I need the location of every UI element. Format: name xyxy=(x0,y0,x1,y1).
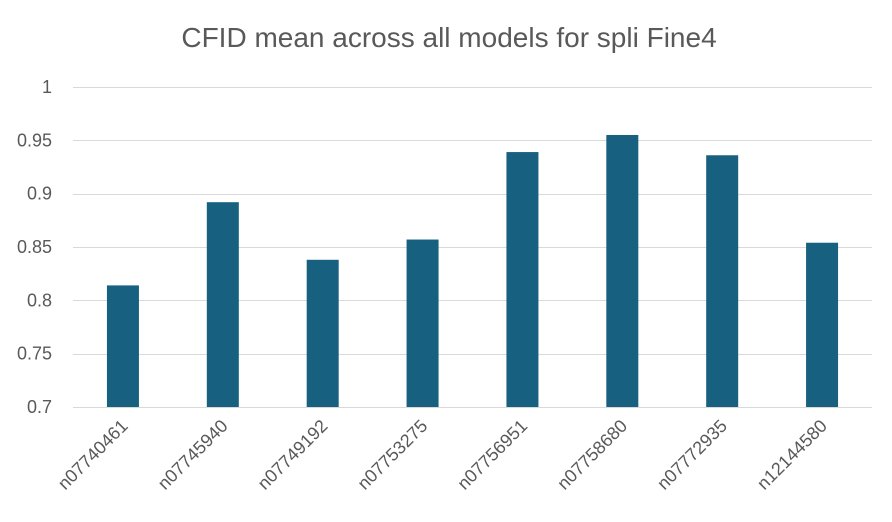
x-tick-label: n07753275 xyxy=(354,416,432,494)
x-tick-label: n07772935 xyxy=(653,416,731,494)
y-tick-label: 0.95 xyxy=(17,130,52,150)
y-tick-label: 0.7 xyxy=(27,397,52,417)
chart-title: CFID mean across all models for spli Fin… xyxy=(181,22,716,53)
bars xyxy=(106,135,839,407)
x-tick-label: n07758680 xyxy=(553,416,631,494)
x-tick-label: n07745940 xyxy=(154,416,232,494)
x-tick-label: n12144580 xyxy=(753,416,831,494)
y-tick-label: 0.75 xyxy=(17,344,52,364)
y-axis-tick-labels: 0.7 0.75 0.8 0.85 0.9 0.95 1 xyxy=(17,77,52,417)
y-tick-label: 1 xyxy=(42,77,52,97)
y-tick-label: 0.9 xyxy=(27,184,52,204)
gridlines xyxy=(73,87,872,408)
y-tick-label: 0.85 xyxy=(17,237,52,257)
x-axis-tick-labels: n07740461 n07745940 n07749192 n07753275 n077… xyxy=(54,416,831,494)
bar-n07772935 xyxy=(706,155,739,407)
bar-n07740461 xyxy=(106,285,139,407)
bar-n07756951 xyxy=(506,152,539,407)
x-tick-label: n07749192 xyxy=(254,416,332,494)
x-tick-label: n07756951 xyxy=(453,416,531,494)
bar-n07749192 xyxy=(306,259,339,407)
bar-n07745940 xyxy=(206,202,239,407)
x-tick-label: n07740461 xyxy=(54,416,132,494)
y-tick-label: 0.8 xyxy=(27,290,52,310)
bar-n07753275 xyxy=(406,239,439,407)
bar-n07758680 xyxy=(606,135,639,407)
bar-n12144580 xyxy=(806,242,839,407)
